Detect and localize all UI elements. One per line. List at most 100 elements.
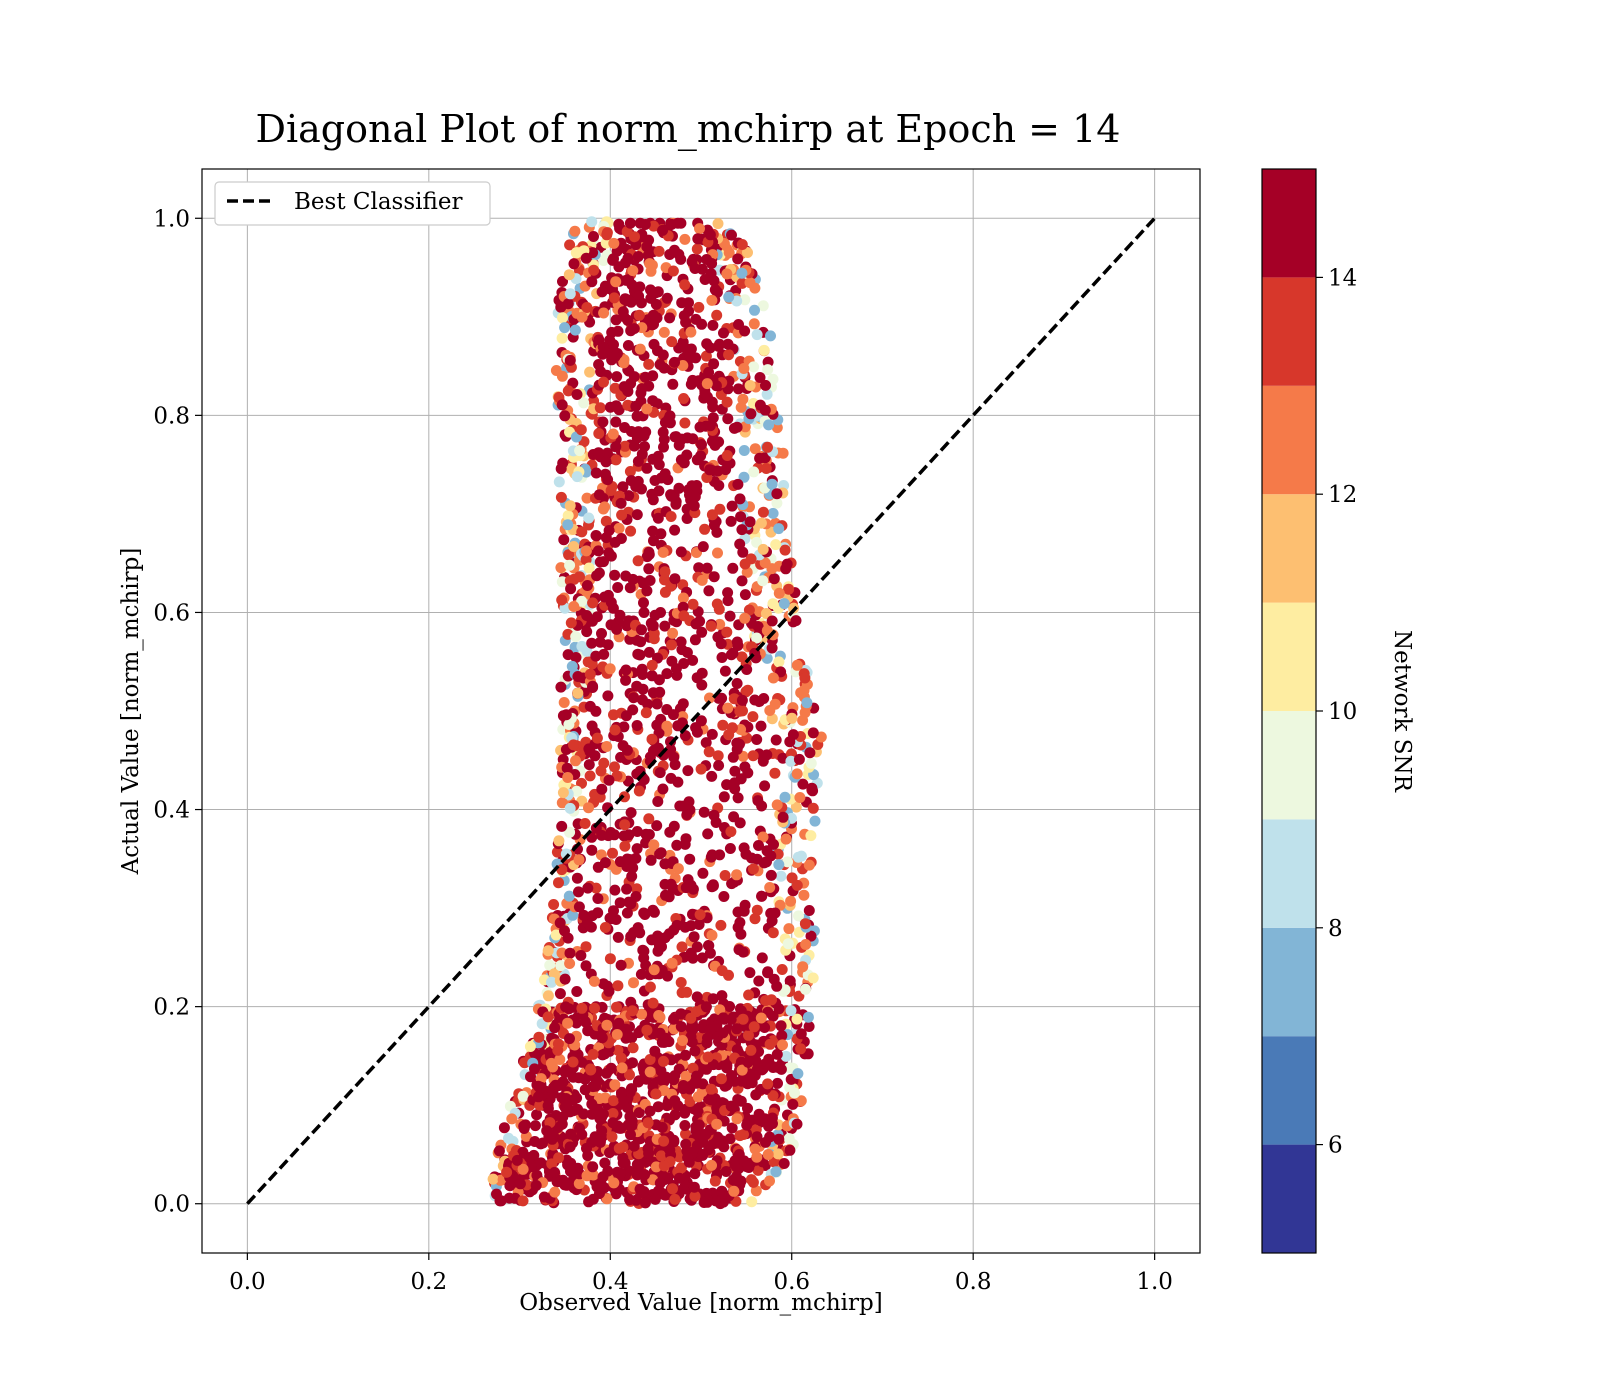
- scatter-point-679: [556, 332, 568, 344]
- scatter-point-2968: [594, 1136, 606, 1148]
- scatter-point-2387: [697, 867, 709, 879]
- x-tick-label-1: 0.2: [411, 1269, 448, 1295]
- scatter-point-2806: [644, 1054, 656, 1065]
- scatter-point-2288: [627, 265, 639, 277]
- scatter-point-2587: [648, 338, 660, 350]
- scatter-point-2813: [595, 765, 607, 777]
- scatter-point-820: [767, 672, 779, 684]
- scatter-point-285: [588, 395, 600, 407]
- scatter-point-1797: [531, 1109, 543, 1121]
- scatter-point-3097: [564, 1141, 576, 1153]
- scatter-point-634: [564, 239, 576, 251]
- scatter-point-2711: [711, 1118, 723, 1130]
- scatter-point-613: [562, 510, 574, 522]
- scatter-point-2651: [628, 1140, 640, 1152]
- scatter-point-1514: [643, 563, 655, 575]
- scatter-point-2994: [564, 1033, 575, 1045]
- scatter-point-804: [809, 815, 821, 827]
- scatter-point-772: [766, 478, 778, 490]
- scatter-point-368: [730, 285, 742, 296]
- scatter-point-2987: [587, 1161, 599, 1173]
- scatter-point-896: [746, 1196, 758, 1208]
- colorbar-tick-label-2: 10: [1328, 699, 1357, 725]
- scatter-point-2742: [647, 494, 659, 506]
- scatter-point-3015: [632, 480, 644, 492]
- scatter-point-710: [755, 517, 767, 529]
- scatter-point-2381: [625, 1129, 636, 1141]
- scatter-point-2862: [712, 750, 724, 762]
- scatter-point-628: [785, 755, 797, 767]
- scatter-point-2623: [593, 489, 605, 501]
- scatter-point-2644: [677, 592, 689, 604]
- scatter-point-1615: [704, 692, 715, 704]
- scatter-point-1434: [769, 907, 781, 919]
- scatter-point-2749: [609, 1079, 621, 1091]
- scatter-point-3080: [748, 1021, 760, 1033]
- scatter-point-423: [506, 1113, 518, 1125]
- y-tick-label-3: 0.6: [153, 600, 190, 626]
- scatter-point-2822: [758, 857, 770, 869]
- scatter-point-621: [767, 598, 779, 610]
- scatter-point-692: [736, 277, 748, 289]
- scatter-point-569: [565, 583, 577, 595]
- y-tick-label-0: 0.0: [153, 1192, 190, 1218]
- scatter-point-3000: [693, 1119, 705, 1131]
- scatter-point-2076: [665, 744, 677, 756]
- scatter-point-2272: [673, 1063, 685, 1075]
- scatter-point-583: [795, 1028, 807, 1040]
- scatter-point-751: [779, 791, 791, 803]
- scatter-point-2894: [739, 558, 751, 570]
- scatter-point-162: [773, 656, 785, 668]
- scatter-point-2349: [712, 465, 724, 477]
- scatter-point-2900: [646, 733, 658, 745]
- scatter-point-2913: [665, 511, 677, 522]
- scatter-point-386: [564, 575, 576, 587]
- scatter-point-2810: [710, 380, 722, 392]
- scatter-point-2934: [689, 634, 701, 646]
- scatter-point-695: [544, 959, 556, 971]
- scatter-point-2105: [615, 1052, 627, 1064]
- scatter-point-2883: [647, 620, 659, 632]
- scatter-point-2612: [734, 1130, 746, 1142]
- scatter-point-2721: [776, 1030, 788, 1042]
- scatter-point-3051: [613, 261, 625, 273]
- scatter-point-2977: [713, 760, 725, 771]
- scatter-point-2864: [646, 659, 658, 671]
- scatter-point-2771: [718, 1141, 730, 1153]
- scatter-point-2985: [676, 644, 688, 656]
- scatter-point-693: [791, 879, 803, 891]
- scatter-point-1701: [613, 522, 625, 534]
- scatter-point-1949: [597, 416, 609, 428]
- scatter-point-2833: [601, 1019, 613, 1031]
- scatter-point-780: [807, 727, 819, 739]
- scatter-point-2714: [677, 1035, 688, 1046]
- scatter-point-834: [778, 1158, 790, 1169]
- colorbar-bin-5: [1262, 602, 1316, 711]
- scatter-point-1877: [719, 665, 731, 677]
- scatter-point-1216: [609, 761, 620, 773]
- scatter-point-2902: [658, 1036, 670, 1048]
- colorbar-bin-0: [1262, 1144, 1316, 1253]
- scatter-point-2469: [685, 920, 697, 932]
- scatter-point-3040: [735, 1005, 747, 1017]
- x-tick-label-3: 0.6: [773, 1269, 810, 1295]
- scatter-point-2592: [651, 719, 663, 731]
- scatter-point-506: [558, 534, 570, 546]
- scatter-point-294: [794, 792, 806, 803]
- scatter-point-562: [791, 1013, 803, 1025]
- colorbar-label: Network SNR: [1389, 630, 1415, 793]
- scatter-point-1771: [648, 309, 659, 321]
- scatter-point-2802: [762, 966, 774, 978]
- scatter-point-837: [787, 1098, 799, 1110]
- scatter-point-2501: [721, 396, 733, 408]
- scatter-point-2361: [731, 1044, 743, 1056]
- scatter-point-2650: [675, 217, 687, 229]
- scatter-point-2956: [718, 791, 730, 803]
- scatter-point-817: [564, 354, 576, 366]
- scatter-point-1552: [634, 649, 646, 661]
- scatter-point-2517: [604, 953, 616, 965]
- scatter-point-798: [533, 1031, 545, 1043]
- scatter-point-757: [560, 709, 572, 721]
- scatter-point-2543: [658, 1055, 669, 1067]
- scatter-point-1629: [652, 450, 664, 462]
